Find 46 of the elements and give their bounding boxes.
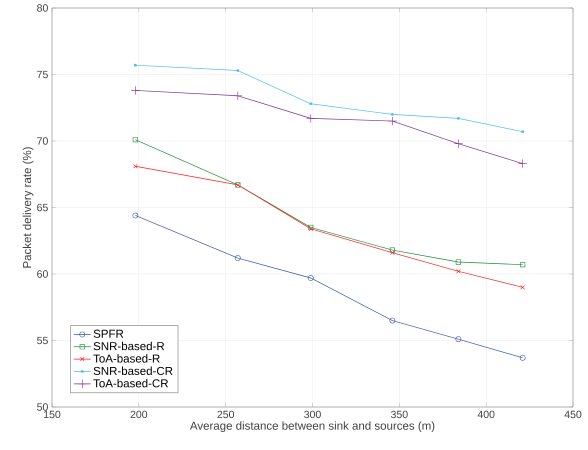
point bbox=[456, 259, 461, 265]
point bbox=[308, 275, 314, 281]
point bbox=[130, 86, 140, 95]
point bbox=[390, 113, 394, 116]
legend-label: SPFR bbox=[94, 330, 124, 338]
y-axis-title: Packet delivery rate (%) bbox=[22, 147, 34, 268]
point bbox=[233, 91, 242, 100]
x-tick-label: 150 bbox=[44, 410, 60, 418]
point bbox=[306, 114, 316, 123]
line-series bbox=[133, 164, 525, 290]
x-axis-title: Average distance between sink and sources (m) bbox=[190, 421, 434, 432]
legend-label: ToA-based-R bbox=[93, 354, 160, 363]
point bbox=[518, 159, 528, 168]
point bbox=[234, 255, 241, 261]
point bbox=[390, 247, 395, 253]
legend-label: SNR-based-R bbox=[94, 342, 164, 350]
y-tick-label: 60 bbox=[37, 270, 48, 278]
y-tick-label: 80 bbox=[37, 4, 48, 12]
point bbox=[390, 250, 395, 255]
y-tick-label: 70 bbox=[37, 137, 48, 145]
point bbox=[309, 102, 312, 106]
legend-label: ToA-based-CR bbox=[93, 378, 168, 388]
legend-label: SNR-based-CR bbox=[94, 366, 172, 375]
y-tick-label: 50 bbox=[37, 403, 48, 411]
point bbox=[454, 139, 463, 148]
point bbox=[134, 64, 137, 67]
point bbox=[132, 137, 138, 142]
point bbox=[520, 285, 525, 290]
y-tick-label: 65 bbox=[37, 204, 48, 212]
x-tick-label: 350 bbox=[390, 410, 408, 418]
x-tick-label: 300 bbox=[304, 410, 321, 418]
point bbox=[455, 336, 462, 342]
y-tick-label: 55 bbox=[37, 336, 48, 344]
x-tick-label: 200 bbox=[130, 410, 148, 418]
x-tick-label: 400 bbox=[478, 410, 495, 418]
x-tick-label: 250 bbox=[217, 410, 234, 418]
point bbox=[521, 130, 524, 134]
x-tick-label: 450 bbox=[564, 410, 582, 418]
point bbox=[390, 318, 396, 324]
point bbox=[456, 116, 460, 120]
point bbox=[133, 164, 138, 169]
y-tick-label: 75 bbox=[37, 70, 48, 78]
point bbox=[456, 269, 461, 274]
point bbox=[388, 116, 397, 126]
point bbox=[236, 69, 240, 72]
point bbox=[520, 262, 526, 268]
